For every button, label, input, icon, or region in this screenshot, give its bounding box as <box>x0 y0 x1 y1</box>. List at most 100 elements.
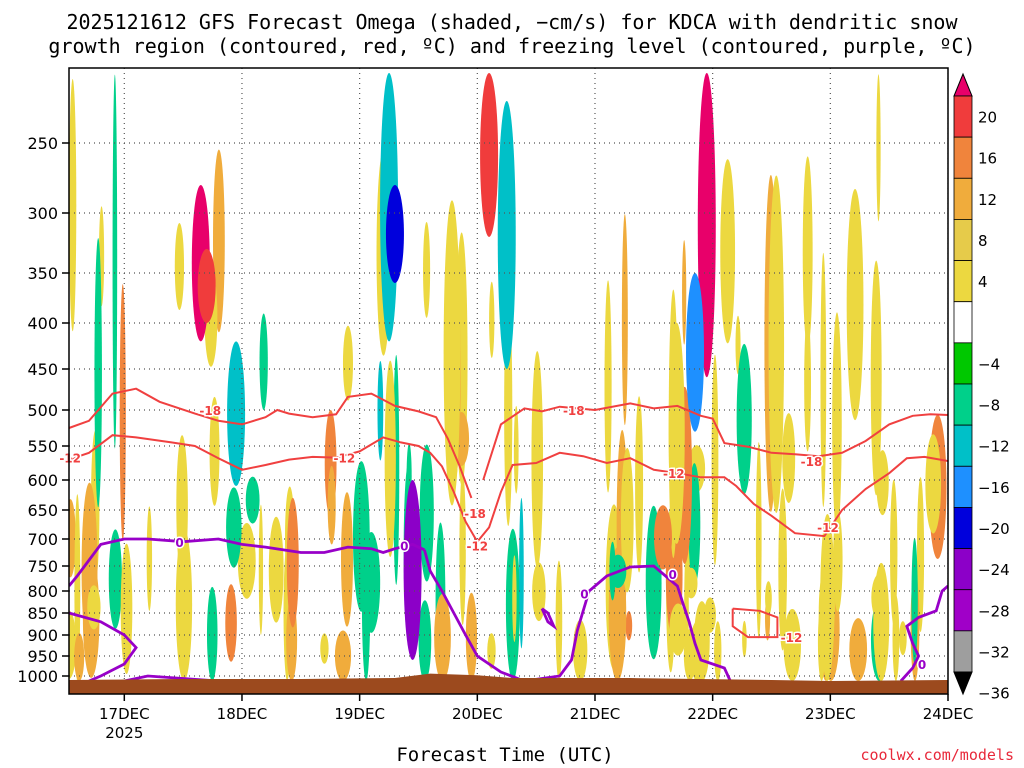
omega-shade-streak <box>146 506 153 611</box>
omega-shade-streak <box>423 222 431 318</box>
omega-shade-streak <box>876 74 881 222</box>
omega-shade-streak <box>669 603 687 656</box>
x-tick-label: 21DEC <box>570 705 621 723</box>
x-tick-label: 18DEC <box>217 705 268 723</box>
y-tick-label: 750 <box>27 557 58 576</box>
x-axis-label: Forecast Time (UTC) <box>396 744 614 766</box>
omega-shade-streak <box>742 620 747 658</box>
omega-shade-streak <box>890 479 898 626</box>
omega-shade-streak <box>684 567 698 599</box>
colorbar-bottom-arrow <box>953 671 973 696</box>
omega-shade-streak <box>320 633 329 664</box>
omega-shade-core <box>197 249 216 323</box>
y-tick-label: 650 <box>27 501 58 520</box>
chart-title-line-1: 2025121612 GFS Forecast Omega (shaded, −… <box>66 10 958 34</box>
y-tick-label: 400 <box>27 314 58 333</box>
omega-shade-streak <box>459 470 466 626</box>
y-tick-label: 300 <box>27 204 58 223</box>
colorbar-swatch <box>953 589 973 632</box>
colorbar-label: −12 <box>978 438 1010 456</box>
omega-shade-streak <box>804 314 812 452</box>
omega-shade-streak <box>334 630 352 681</box>
omega-shade-core <box>686 273 705 432</box>
omega-shade-streak <box>654 505 672 570</box>
omega-shade-streak <box>443 200 461 506</box>
omega-shade-core <box>697 73 716 378</box>
freezing-level-contour <box>899 584 948 682</box>
omega-shade-streak <box>832 510 843 612</box>
y-tick-label: 950 <box>27 647 58 666</box>
omega-shade-streak <box>736 343 752 495</box>
terrain-fill <box>69 673 948 694</box>
y-tick-label: 500 <box>27 401 58 420</box>
x-tick-label: 17DEC <box>99 705 150 723</box>
freezing-level-contour <box>69 611 138 683</box>
contour-label-minus18: -18 <box>563 404 585 418</box>
omega-shade-streak <box>237 523 256 599</box>
omega-shade-streak <box>327 465 336 545</box>
y-tick-label: 550 <box>27 437 58 456</box>
omega-shade-streak <box>362 531 381 633</box>
snow-growth-contour <box>69 387 473 499</box>
omega-shade-core <box>403 480 422 660</box>
omega-shade-streak <box>342 325 354 401</box>
omega-shade-streak <box>911 537 918 664</box>
x-year-label: 2025 <box>105 724 143 742</box>
omega-shade-streak <box>225 584 237 662</box>
omega-shade-streak <box>341 492 354 627</box>
y-tick-label: 700 <box>27 530 58 549</box>
omega-shade-streak <box>768 175 785 513</box>
omega-shade-streak <box>286 497 299 628</box>
omega-shade-core <box>480 73 499 237</box>
omega-shade-streak <box>465 592 478 682</box>
colorbar-label: −32 <box>978 643 1010 661</box>
chart-title-line-2: growth region (contoured, red, ºC) and f… <box>48 34 976 58</box>
omega-shade-streak <box>782 413 796 503</box>
omega-shade-streak <box>434 593 451 682</box>
omega-shade-streak <box>209 396 220 506</box>
x-tick-label: 19DEC <box>334 705 385 723</box>
colorbar-label: −16 <box>978 479 1010 497</box>
omega-shade-streak <box>555 560 563 682</box>
omega-shade-streak <box>802 156 813 348</box>
omega-shade-streak <box>635 396 644 573</box>
colorbar-swatch <box>953 465 973 508</box>
colorbar-label: 20 <box>978 109 997 127</box>
omega-shade-streak <box>925 434 942 534</box>
omega-shade-streak <box>620 447 634 593</box>
y-tick-label: 1000 <box>17 667 58 686</box>
omega-shade-streak <box>899 621 907 656</box>
colorbar-label: 4 <box>978 273 988 291</box>
contour-label-zero: 0 <box>668 568 676 582</box>
omega-shade-streak <box>87 585 101 630</box>
omega-shade-streak <box>873 562 890 681</box>
omega-shade-core <box>385 185 404 283</box>
contour-label-minus12: -12 <box>663 467 685 481</box>
colorbar-swatch <box>953 630 973 673</box>
x-tick-label: 22DEC <box>687 705 738 723</box>
contour-label-zero: 0 <box>175 536 183 550</box>
snow-growth-contour <box>731 607 779 639</box>
colorbar-top-arrow <box>953 72 973 97</box>
omega-shade-streak <box>513 405 519 494</box>
omega-shade-streak <box>720 159 736 344</box>
snow-growth-contour <box>69 434 479 543</box>
omega-shade-streak <box>69 79 77 332</box>
omega-shade-streak <box>226 487 242 568</box>
omega-shade-streak <box>846 189 864 421</box>
omega-shade-streak <box>377 360 384 461</box>
omega-shade-streak <box>176 435 188 578</box>
colorbar-swatch <box>953 219 973 261</box>
omega-shade-streak <box>532 562 546 622</box>
omega-shade-streak <box>683 629 696 681</box>
contour-label-minus18: -18 <box>199 404 221 418</box>
colorbar-swatch <box>953 95 973 138</box>
colorbar-swatch <box>953 301 973 344</box>
contour-label-minus12: -12 <box>817 521 839 535</box>
omega-shade-streak <box>765 581 772 616</box>
colorbar-label: −8 <box>978 397 1000 415</box>
omega-shade-streak <box>755 442 762 639</box>
y-tick-label: 850 <box>27 604 58 623</box>
credit-text: coolwx.com/models <box>860 746 1014 764</box>
